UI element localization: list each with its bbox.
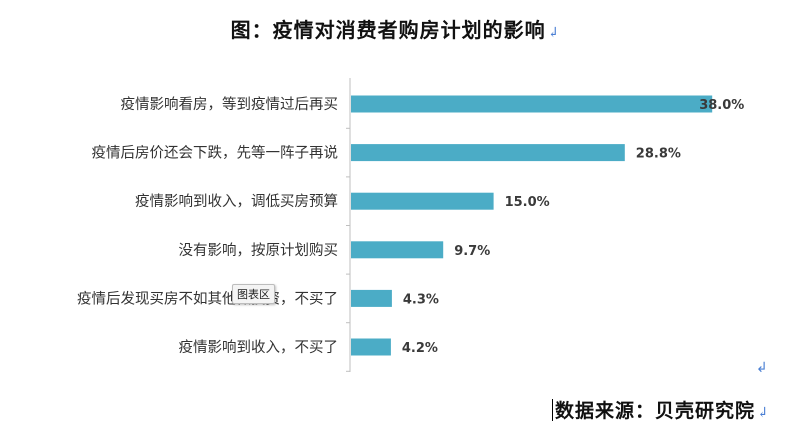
chart-area-tooltip: 图表区 bbox=[232, 284, 275, 304]
data-source-note: 数据来源：贝壳研究院 ↲ bbox=[552, 396, 770, 423]
paragraph-mark-icon: ↲ bbox=[756, 360, 768, 376]
category-label: 疫情后发现买房不如其他做投资，不买了 bbox=[77, 290, 338, 307]
data-label: 38.0% bbox=[699, 98, 744, 113]
bar[interactable] bbox=[351, 241, 444, 259]
paragraph-mark-icon: ↲ bbox=[547, 25, 561, 41]
chart-title: 图：疫情对消费者购房计划的影响 ↲ bbox=[0, 14, 791, 43]
bar[interactable] bbox=[351, 144, 625, 162]
data-label: 4.3% bbox=[403, 292, 439, 307]
data-label: 4.2% bbox=[402, 341, 438, 356]
data-source-text: 数据来源：贝壳研究院 bbox=[555, 400, 756, 422]
bar[interactable] bbox=[351, 289, 392, 307]
category-label: 疫情后房价还会下跌，先等一阵子再说 bbox=[92, 144, 339, 162]
bar[interactable] bbox=[351, 95, 713, 113]
text-cursor bbox=[552, 399, 553, 421]
paragraph-mark-icon: ↲ bbox=[757, 405, 770, 421]
data-label: 9.7% bbox=[454, 244, 490, 259]
category-label: 疫情影响到收入，调低买房预算 bbox=[135, 193, 338, 210]
category-label: 没有影响，按原计划购买 bbox=[179, 242, 339, 259]
category-label: 疫情影响到收入，不买了 bbox=[179, 339, 339, 356]
chart-title-text: 图：疫情对消费者购房计划的影响 bbox=[230, 18, 546, 42]
bar[interactable] bbox=[351, 338, 391, 356]
data-label: 15.0% bbox=[505, 195, 550, 210]
category-label: 疫情影响看房，等到疫情过后再买 bbox=[121, 95, 339, 113]
bar[interactable] bbox=[351, 192, 494, 210]
data-label: 28.8% bbox=[636, 147, 681, 162]
